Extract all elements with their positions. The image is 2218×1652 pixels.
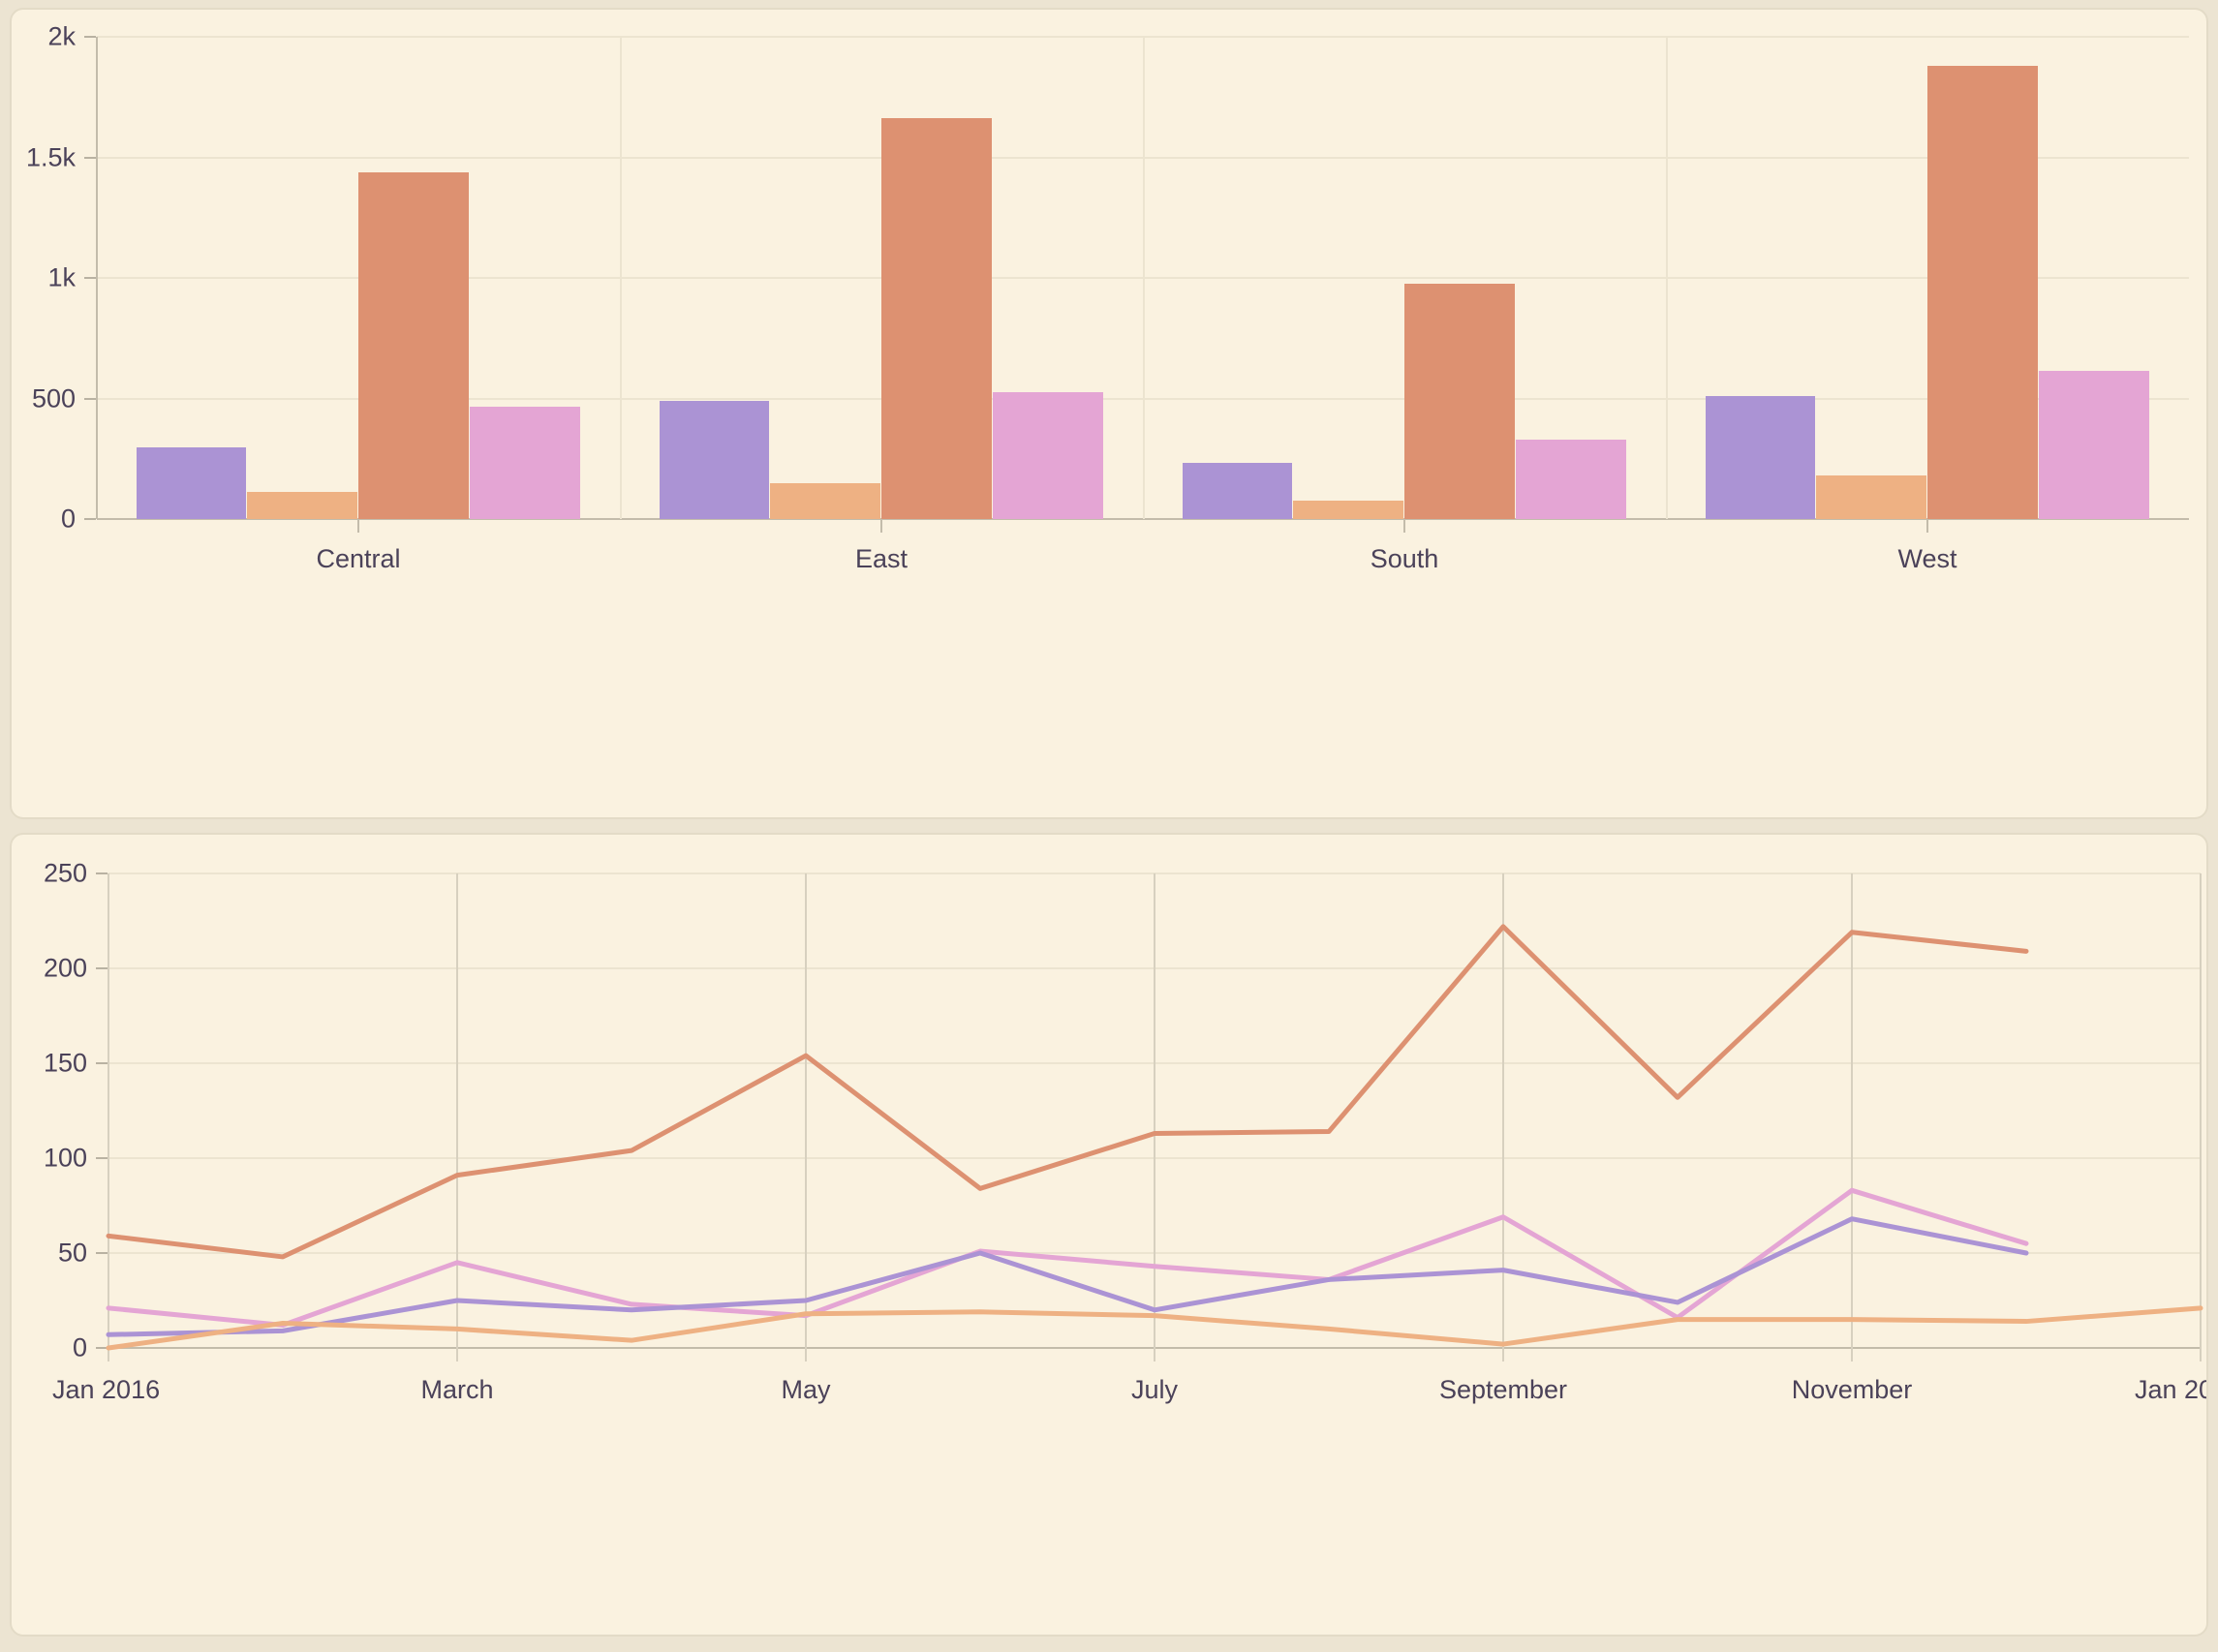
line-xtick-label-5: November <box>1791 1375 1913 1404</box>
bar-xtick-label-south: South <box>1370 544 1439 573</box>
line-ytick-mark <box>96 967 108 969</box>
line-xtick-label-1: March <box>420 1375 494 1404</box>
line-ytick-label: 150 <box>43 1048 87 1078</box>
line-plot-inner: 0 50 100 150 200 250 Jan 2016 March May July Septe… <box>12 835 2206 1635</box>
bar-ytick-label: 2k <box>47 21 76 51</box>
line-xgridline <box>805 873 807 1361</box>
bar-west-series-1 <box>1705 395 1816 519</box>
bar-ytick-label: 500 <box>31 383 76 413</box>
bar-west-series-3 <box>1927 66 2038 519</box>
bar-south-series-2 <box>1293 501 1403 519</box>
line-ytick-mark <box>96 1252 108 1254</box>
line-series-2 <box>106 1305 2203 1351</box>
bar-category-divider <box>1666 37 1668 519</box>
bar-central-series-4 <box>469 407 580 519</box>
line-xgridline <box>456 873 458 1361</box>
bar-ytick-mark <box>84 156 96 159</box>
bar-south-series-4 <box>1515 440 1626 519</box>
line-xgridline <box>108 873 109 1361</box>
bar-central-series-1 <box>136 447 247 519</box>
bar-central-series-2 <box>247 492 357 519</box>
bar-east-series-4 <box>992 392 1103 519</box>
bar-plot-inner: 0 500 1k 1.5k 2k Central East South West <box>12 10 2206 817</box>
line-ytick-mark <box>96 1347 108 1349</box>
line-chart-plot-area: 0 50 100 150 200 250 Jan 2016 March May July Septe… <box>12 835 2206 1635</box>
line-series-group <box>106 924 2203 1351</box>
bar-ytick-label: 0 <box>60 504 76 534</box>
line-xtick-label-3: July <box>1130 1375 1179 1404</box>
bar-ytick-label: 1k <box>47 262 76 292</box>
bar-east-series-1 <box>659 401 770 519</box>
line-ytick-label: 200 <box>43 953 87 983</box>
line-xtick-label-4: September <box>1438 1375 1568 1404</box>
line-ytick-mark <box>96 1157 108 1159</box>
bar-ytick-mark <box>84 36 96 38</box>
bar-xtick-label-east: East <box>854 544 909 573</box>
line-xgridline <box>1502 873 1504 1361</box>
line-ytick-mark <box>96 872 108 874</box>
bar-category-divider <box>1143 37 1145 519</box>
bar-east-series-2 <box>770 483 880 519</box>
bar-chart-card: 0 500 1k 1.5k 2k Central East South West <box>10 8 2208 819</box>
line-ytick-label: 100 <box>43 1143 87 1173</box>
line-chart-card: 0 50 100 150 200 250 Jan 2016 March May July Septe… <box>10 833 2208 1637</box>
bar-xtick-mark <box>1926 519 1928 533</box>
bar-gridline <box>97 518 2189 520</box>
bar-xtick-label-central: Central <box>316 544 401 573</box>
line-xgridline <box>1154 873 1155 1361</box>
line-ytick-label: 50 <box>57 1238 87 1268</box>
bar-xtick-mark <box>357 519 359 533</box>
bar-xtick-mark <box>880 519 882 533</box>
line-xgridline <box>2200 873 2202 1361</box>
bar-west-series-2 <box>1816 475 1926 519</box>
bar-ytick-mark <box>84 518 96 520</box>
bar-south-series-1 <box>1182 463 1293 519</box>
bar-west-series-4 <box>2038 370 2149 519</box>
bar-chart-plot-area: 0 500 1k 1.5k 2k Central East South West <box>12 10 2206 817</box>
bar-ytick-mark <box>84 397 96 400</box>
line-xtick-label-6: Jan 201 <box>2135 1375 2206 1404</box>
bar-central-series-3 <box>358 172 469 519</box>
line-xgridline <box>1851 873 1853 1361</box>
line-ytick-label: 0 <box>72 1332 87 1362</box>
bar-ytick-label: 1.5k <box>25 142 76 171</box>
line-xtick-label-2: May <box>781 1375 831 1404</box>
line-series-1 <box>106 1216 2029 1337</box>
line-xtick-label-0: Jan 2016 <box>52 1375 161 1404</box>
bar-category-divider <box>620 37 622 519</box>
bar-ytick-mark <box>84 277 96 279</box>
line-ytick-mark <box>96 1062 108 1064</box>
line-series-3 <box>106 924 2029 1260</box>
bar-east-series-3 <box>881 117 992 519</box>
bar-y-axis-line <box>96 37 98 519</box>
bar-xtick-label-west: West <box>1897 544 1957 573</box>
bar-xtick-mark <box>1403 519 1405 533</box>
bar-south-series-3 <box>1404 284 1515 519</box>
line-series-4 <box>106 1187 2029 1328</box>
line-ytick-label: 250 <box>43 858 87 888</box>
